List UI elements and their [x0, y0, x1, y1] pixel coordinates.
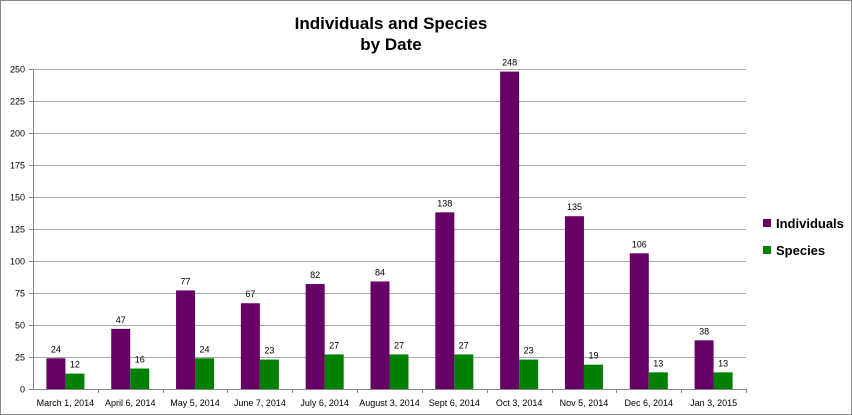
bar-species-4 [324, 354, 344, 389]
bar-species-7 [519, 359, 539, 389]
data-label-individuals-4: 82 [310, 270, 320, 280]
bar-individuals-5 [370, 281, 390, 389]
legend-label-species: Species [776, 242, 826, 258]
data-label-individuals-5: 84 [375, 267, 385, 277]
legend-swatch-individuals [763, 219, 771, 227]
y-tick-label-50: 50 [15, 321, 25, 331]
data-label-species-3: 23 [264, 346, 274, 356]
x-tick-label-10: Jan 3, 2015 [690, 398, 737, 408]
bar-species-9 [648, 372, 668, 389]
bar-individuals-0 [46, 358, 66, 389]
bar-individuals-4 [305, 284, 325, 389]
y-tick-label-125: 125 [10, 225, 25, 235]
bar-species-6 [454, 354, 474, 389]
data-label-individuals-9: 106 [632, 239, 647, 249]
x-tick-label-0: March 1, 2014 [37, 398, 95, 408]
data-label-individuals-10: 38 [699, 326, 709, 336]
legend-swatch-species [763, 246, 771, 254]
x-tick-label-6: Sept 6, 2014 [429, 398, 480, 408]
bar-individuals-7 [500, 71, 520, 389]
x-tick-label-8: Nov 5, 2014 [560, 398, 609, 408]
y-tick-label-150: 150 [10, 193, 25, 203]
bar-species-8 [583, 364, 603, 389]
data-label-species-5: 27 [394, 340, 404, 350]
x-tick-label-3: June 7, 2014 [234, 398, 286, 408]
x-tick-label-2: May 5, 2014 [170, 398, 220, 408]
data-label-individuals-1: 47 [116, 315, 126, 325]
data-label-species-8: 19 [588, 351, 598, 361]
bar-individuals-8 [564, 216, 584, 389]
bar-species-0 [65, 373, 85, 389]
chart-legend: Individuals Species [763, 215, 844, 269]
legend-item-individuals: Individuals [763, 215, 844, 231]
data-label-individuals-6: 138 [437, 198, 452, 208]
x-tick-label-4: July 6, 2014 [300, 398, 349, 408]
data-label-individuals-7: 248 [502, 58, 517, 68]
x-tick-label-7: Oct 3, 2014 [496, 398, 543, 408]
data-label-individuals-2: 77 [181, 276, 191, 286]
data-label-species-0: 12 [70, 360, 80, 370]
data-label-species-7: 23 [524, 346, 534, 356]
y-tick-label-225: 225 [10, 97, 25, 107]
x-tick-label-9: Dec 6, 2014 [624, 398, 673, 408]
data-label-species-1: 16 [135, 355, 145, 365]
bar-individuals-6 [435, 212, 455, 389]
bar-species-3 [259, 359, 279, 389]
y-tick-label-175: 175 [10, 161, 25, 171]
bar-individuals-3 [240, 303, 260, 389]
y-tick-label-75: 75 [15, 289, 25, 299]
data-label-species-4: 27 [329, 340, 339, 350]
x-tick-label-1: April 6, 2014 [105, 398, 156, 408]
data-label-species-10: 13 [718, 358, 728, 368]
chart-title: Individuals and Species by Date [1, 13, 781, 55]
legend-label-individuals: Individuals [776, 215, 844, 231]
bar-species-1 [130, 368, 150, 389]
y-tick-label-200: 200 [10, 129, 25, 139]
bar-individuals-2 [176, 290, 196, 389]
bar-individuals-1 [111, 328, 131, 389]
y-tick-label-250: 250 [10, 65, 25, 75]
bar-species-2 [195, 358, 215, 389]
bar-individuals-10 [694, 340, 714, 389]
data-label-species-6: 27 [459, 340, 469, 350]
x-tick-label-5: August 3, 2014 [359, 398, 420, 408]
data-label-species-2: 24 [200, 344, 210, 354]
data-label-individuals-0: 24 [51, 344, 61, 354]
data-label-species-9: 13 [653, 358, 663, 368]
data-label-individuals-8: 135 [567, 202, 582, 212]
bar-species-5 [389, 354, 409, 389]
bar-species-10 [713, 372, 733, 389]
chart-title-line1: Individuals and Species [294, 14, 488, 33]
bar-individuals-9 [629, 253, 649, 389]
y-tick-label-0: 0 [20, 385, 25, 395]
chart-title-line2: by Date [360, 35, 422, 54]
legend-item-species: Species [763, 242, 844, 258]
data-label-individuals-3: 67 [245, 289, 255, 299]
y-tick-label-25: 25 [15, 353, 25, 363]
y-tick-label-100: 100 [10, 257, 25, 267]
